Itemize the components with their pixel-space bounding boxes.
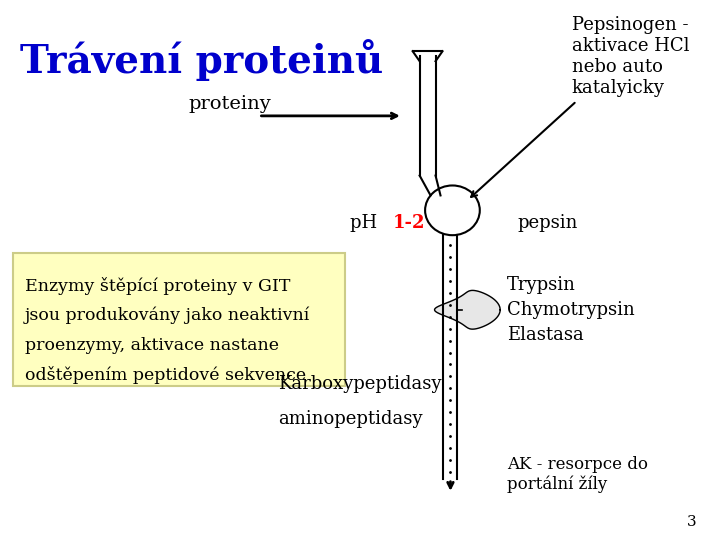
Text: Enzymy štěpící proteiny v GIT: Enzymy štěpící proteiny v GIT bbox=[25, 277, 290, 295]
Text: proenzymy, aktivace nastane: proenzymy, aktivace nastane bbox=[25, 336, 279, 354]
Text: 3: 3 bbox=[686, 515, 696, 529]
Text: AK - resorpce do
portální žíly: AK - resorpce do portální žíly bbox=[507, 456, 648, 493]
Text: jsou produkovány jako neaktivní: jsou produkovány jako neaktivní bbox=[25, 307, 310, 325]
FancyBboxPatch shape bbox=[13, 253, 345, 386]
Text: Pepsinogen -
aktivace HCl
nebo auto
katalyicky: Pepsinogen - aktivace HCl nebo auto kata… bbox=[572, 16, 689, 97]
Text: Karboxypeptidasy: Karboxypeptidasy bbox=[279, 375, 442, 393]
Text: proteiny: proteiny bbox=[189, 95, 271, 113]
Text: aminopeptidasy: aminopeptidasy bbox=[279, 410, 423, 428]
Text: pepsin: pepsin bbox=[517, 214, 577, 232]
Text: Elastasa: Elastasa bbox=[507, 326, 584, 343]
Text: pH: pH bbox=[350, 214, 383, 232]
Text: odštěpením peptidové sekvence: odštěpením peptidové sekvence bbox=[25, 367, 306, 384]
Text: Trypsin: Trypsin bbox=[507, 276, 576, 294]
Text: Chymotrypsin: Chymotrypsin bbox=[507, 301, 635, 319]
Polygon shape bbox=[435, 291, 500, 329]
Text: 1-2: 1-2 bbox=[393, 214, 426, 232]
Text: Trávení proteinů: Trávení proteinů bbox=[20, 39, 383, 81]
